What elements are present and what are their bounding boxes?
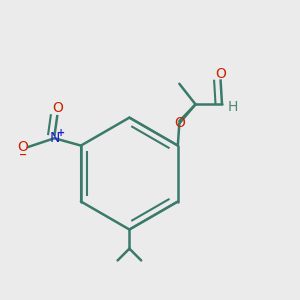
Text: O: O bbox=[174, 116, 185, 130]
Text: +: + bbox=[57, 128, 65, 138]
Text: N: N bbox=[49, 131, 60, 145]
Text: O: O bbox=[17, 140, 28, 154]
Text: H: H bbox=[228, 100, 238, 114]
Text: O: O bbox=[215, 67, 226, 81]
Text: −: − bbox=[19, 149, 27, 159]
Text: O: O bbox=[52, 101, 63, 116]
